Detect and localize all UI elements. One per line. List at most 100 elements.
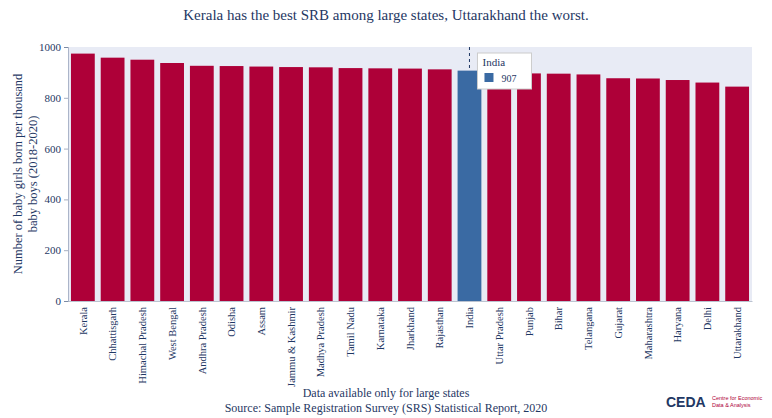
x-tick-label: Gujarat bbox=[613, 307, 624, 339]
x-tick: Odisha bbox=[226, 307, 237, 337]
x-tick-label: Maharashtra bbox=[643, 307, 654, 360]
y-axis-title-line: baby boys (2018-2020) bbox=[26, 116, 40, 233]
y-tick-mark bbox=[64, 149, 68, 150]
x-tick: Punjab bbox=[524, 307, 535, 336]
y-tick-label: 200 bbox=[45, 244, 62, 256]
x-tick: West Bengal bbox=[167, 307, 178, 360]
bar bbox=[279, 67, 303, 301]
y-tick: 1000 bbox=[39, 41, 68, 53]
x-tick-label: Uttar Pradesh bbox=[494, 306, 505, 364]
x-tick-label: Jharkhand bbox=[405, 306, 416, 350]
bars bbox=[71, 54, 749, 301]
bar bbox=[458, 71, 482, 301]
x-tick: Maharashtra bbox=[643, 307, 654, 360]
x-tick: Telangana bbox=[583, 307, 594, 350]
y-tick-label: 0 bbox=[56, 295, 62, 307]
annotation-label: India bbox=[482, 56, 505, 68]
bar bbox=[636, 78, 660, 301]
x-tick-label: Kerala bbox=[78, 307, 89, 335]
bar bbox=[249, 67, 273, 301]
source: Source: Sample Registration Survey (SRS)… bbox=[225, 401, 548, 415]
plot: 0 200 400 600 800 1000 Kerala Chhattisgarh Himac… bbox=[39, 41, 753, 387]
y-axis-line bbox=[64, 48, 69, 302]
bar bbox=[160, 63, 184, 301]
x-tick-label: Tamil Nadu bbox=[345, 306, 356, 356]
y-tick-label: 800 bbox=[45, 92, 62, 104]
x-tick-label: Punjab bbox=[524, 307, 535, 336]
bar bbox=[190, 66, 214, 301]
x-tick-label: Himachal Pradesh bbox=[137, 306, 148, 383]
bar bbox=[695, 83, 719, 301]
annotation-swatch bbox=[484, 73, 493, 82]
x-tick: Delhi bbox=[702, 307, 713, 330]
logo-caption: Data & Analysis bbox=[712, 402, 751, 408]
bar bbox=[368, 68, 392, 301]
y-tick-label: 600 bbox=[45, 143, 62, 155]
x-tick: Gujarat bbox=[613, 307, 624, 339]
logo-caption: Centre for Economic bbox=[712, 395, 762, 401]
bar bbox=[606, 78, 630, 301]
y-tick: 0 bbox=[56, 295, 69, 307]
annotation: India 907 bbox=[477, 53, 531, 89]
x-tick-label: Odisha bbox=[226, 307, 237, 337]
annotation-box bbox=[477, 53, 531, 89]
x-tick-label: Jammu & Kashmir bbox=[286, 307, 297, 387]
bar bbox=[71, 54, 95, 301]
x-tick: Jammu & Kashmir bbox=[286, 307, 297, 387]
y-tick: 800 bbox=[45, 92, 69, 104]
x-tick: Assam bbox=[256, 307, 267, 336]
x-tick-label: Rajasthan bbox=[434, 306, 445, 348]
x-tick: Rajasthan bbox=[434, 306, 445, 348]
x-tick: Jharkhand bbox=[405, 306, 416, 350]
bar bbox=[487, 73, 511, 301]
annotation-value: 907 bbox=[501, 73, 516, 84]
y-tick-label: 1000 bbox=[39, 41, 62, 53]
bar bbox=[666, 80, 690, 301]
y-axis: 0 200 400 600 800 1000 bbox=[39, 41, 69, 307]
bar bbox=[339, 68, 363, 301]
chart: Kerala has the best SRB among large stat… bbox=[0, 0, 772, 418]
annotation-line bbox=[469, 47, 470, 71]
bar bbox=[577, 74, 601, 301]
x-tick: Kerala bbox=[78, 307, 89, 335]
y-tick: 200 bbox=[45, 244, 69, 256]
bar bbox=[725, 87, 749, 301]
bar bbox=[220, 66, 244, 301]
x-axis-line bbox=[69, 301, 753, 302]
x-tick: Chhattisgarh bbox=[107, 306, 118, 360]
x-tick-label: West Bengal bbox=[167, 307, 178, 360]
x-tick-label: Haryana bbox=[672, 307, 683, 343]
y-tick-mark bbox=[64, 199, 68, 200]
y-axis-title-line: Number of baby girls born per thousand bbox=[11, 73, 25, 274]
y-tick-label: 400 bbox=[45, 193, 62, 205]
x-tick-label: Bihar bbox=[553, 306, 564, 330]
bar bbox=[130, 60, 154, 301]
y-axis-title: Number of baby girls born per thousandba… bbox=[11, 73, 40, 274]
y-tick-mark bbox=[64, 301, 68, 302]
bar bbox=[428, 69, 452, 301]
x-tick: Uttar Pradesh bbox=[494, 306, 505, 364]
x-tick: Karnataka bbox=[375, 307, 386, 350]
x-tick-label: Andhra Pradesh bbox=[197, 306, 208, 374]
x-tick: Himachal Pradesh bbox=[137, 306, 148, 383]
bar bbox=[517, 73, 541, 301]
x-tick-label: Assam bbox=[256, 307, 267, 336]
x-tick: Bihar bbox=[553, 306, 564, 330]
x-tick: India bbox=[464, 307, 475, 329]
footnote: Data available only for large states bbox=[303, 386, 470, 400]
x-tick-label: India bbox=[464, 307, 475, 329]
y-tick-mark bbox=[64, 47, 68, 48]
x-axis: Kerala Chhattisgarh Himachal Pradesh West B… bbox=[69, 302, 753, 387]
plot-background bbox=[68, 47, 752, 301]
y-tick-mark bbox=[64, 98, 68, 99]
title: Kerala has the best SRB among large stat… bbox=[183, 7, 588, 23]
y-tick-mark bbox=[64, 250, 68, 251]
x-tick: Tamil Nadu bbox=[345, 306, 356, 356]
bar bbox=[101, 58, 125, 301]
x-tick-label: Karnataka bbox=[375, 307, 386, 350]
x-tick: Andhra Pradesh bbox=[197, 306, 208, 374]
x-tick: Uttarakhand bbox=[732, 306, 743, 359]
x-tick-label: Chhattisgarh bbox=[107, 306, 118, 360]
bar bbox=[398, 69, 422, 301]
bar bbox=[547, 74, 571, 301]
